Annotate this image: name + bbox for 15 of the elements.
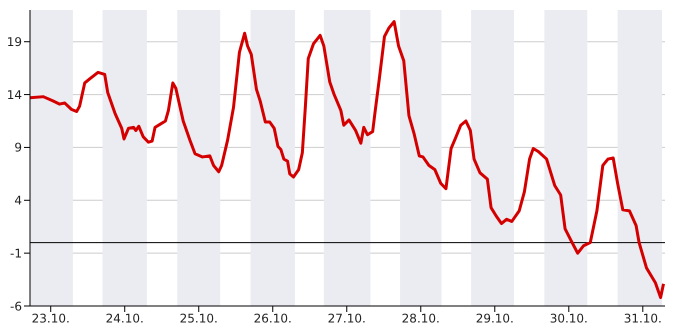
x-tick-label: 23.10.: [32, 312, 70, 326]
x-tick-label: 26.10.: [254, 312, 292, 326]
y-tick-label: -1: [10, 246, 22, 260]
x-tick-label: 25.10.: [180, 312, 218, 326]
y-tick-label: -6: [10, 299, 22, 314]
x-tick-label: 28.10.: [402, 312, 440, 326]
x-tick-label: 31.10.: [624, 312, 662, 326]
x-tick-label: 27.10.: [328, 312, 366, 326]
x-tick-label: 30.10.: [550, 312, 588, 326]
y-tick-label: 19: [6, 34, 22, 49]
x-tick-label: 24.10.: [106, 312, 144, 326]
y-tick-label: 4: [14, 194, 22, 208]
y-tick-label: 14: [6, 88, 22, 102]
y-tick-label: 9: [14, 140, 22, 155]
x-tick-label: 29.10.: [476, 312, 514, 326]
